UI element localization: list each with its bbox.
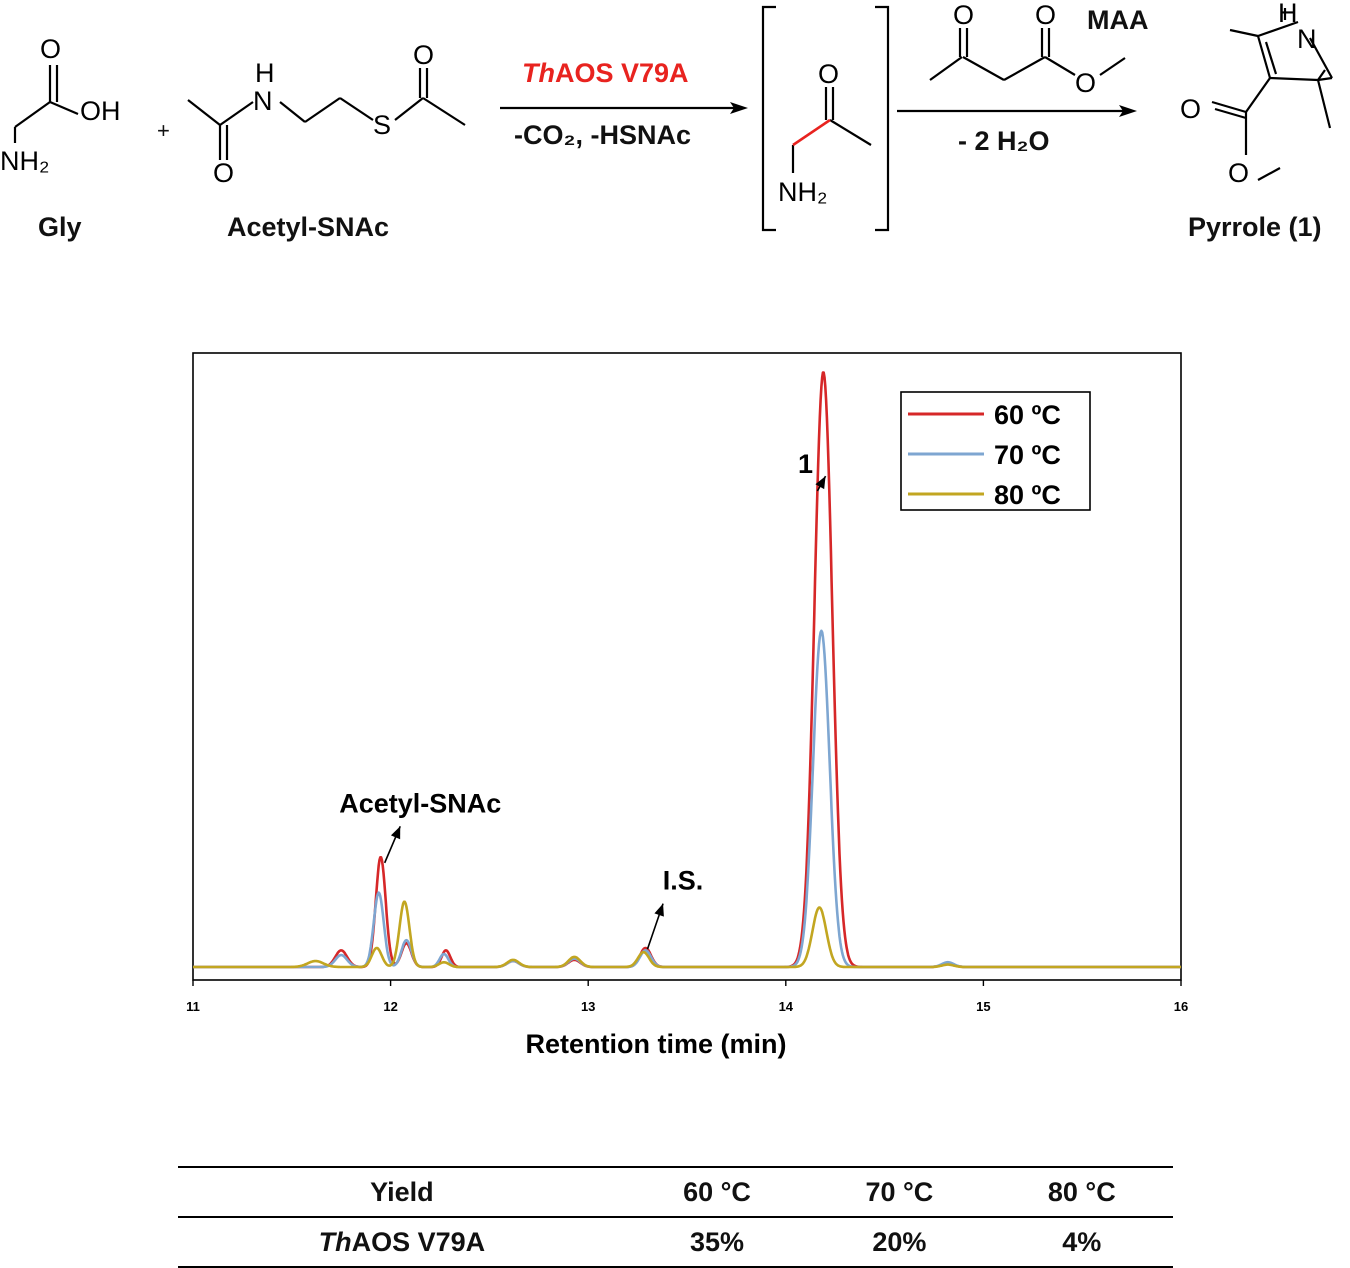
product-label: Pyrrole (1) [1188, 212, 1322, 242]
reaction-arrow-1 [500, 102, 748, 114]
header-80c: 80 °C [990, 1166, 1173, 1218]
x-tick-label: 11 [186, 999, 200, 1014]
pyrrole-o1-label: O [1180, 94, 1201, 124]
chromatogram-chart: 11 12 13 14 15 16 1 Acetyl-SNAc I.S. Retention … [186, 352, 1188, 1059]
x-tick-label: 13 [581, 999, 595, 1014]
annotation-peak-1-label: 1 [798, 449, 813, 479]
annotation-peak-1-arrowhead [815, 476, 826, 490]
plot-frame [192, 352, 1182, 981]
gly-oxygen-label: O [40, 34, 61, 64]
annotation-acetyl-snac-label: Acetyl-SNAc [339, 788, 501, 818]
pyrrole-h-label: H [1278, 0, 1298, 28]
x-tick-label: 14 [779, 999, 794, 1014]
step1-byproducts: -CO₂, -HSNAc [514, 120, 692, 150]
reagent-maa-label: MAA [1087, 5, 1149, 35]
legend-label: 60 ºC [994, 400, 1061, 430]
legend: 60 ºC 70 ºC 80 ºC [900, 391, 1091, 511]
intermediate-o-label: O [818, 59, 839, 89]
pyrrole-structure: H N O O [1180, 0, 1333, 188]
yield-60c: 35% [625, 1217, 809, 1268]
enzyme-italic: Th [522, 58, 555, 88]
snac-s-label: S [373, 110, 391, 140]
x-tick-label: 16 [1174, 999, 1188, 1014]
maa-o2-label: O [1035, 0, 1056, 30]
acetyl-snac-structure: H N O S O [187, 40, 466, 188]
annotation-internal-standard-arrowhead [654, 903, 664, 917]
row-label-rest: AOS V79A [351, 1226, 486, 1257]
yield-table: Yield 60 °C 70 °C 80 °C ThAOS V79A 35% 2… [178, 1166, 1173, 1268]
gly-amine-label: NH₂ [0, 146, 49, 176]
reactant-acetyl-snac-label: Acetyl-SNAc [227, 212, 390, 242]
maa-o1-label: O [953, 0, 974, 30]
glycine-structure: O OH NH₂ [0, 34, 121, 176]
annotations-group: 1 Acetyl-SNAc I.S. [339, 449, 827, 950]
annotation-internal-standard-label: I.S. [663, 866, 704, 896]
enzyme-rest: AOS V79A [555, 58, 689, 88]
row-label: ThAOS V79A [178, 1217, 626, 1268]
maa-o3-label: O [1075, 68, 1096, 98]
traces-group [192, 371, 1182, 969]
plus-sign: + [157, 118, 170, 143]
yield-70c: 20% [808, 1217, 991, 1268]
snac-n-label: N [253, 86, 273, 116]
table-row: ThAOS V79A 35% 20% 4% [178, 1217, 1173, 1268]
trace-80c [192, 900, 1182, 969]
x-axis: 11 12 13 14 15 16 [186, 980, 1188, 1014]
reaction-arrow-2 [897, 105, 1137, 117]
x-tick-label: 12 [383, 999, 397, 1014]
x-axis-title: Retention time (min) [526, 1029, 787, 1059]
row-label-italic: Th [318, 1226, 352, 1257]
legend-label: 80 ºC [994, 480, 1061, 510]
annotation-acetyl-snac-arrowhead [390, 826, 401, 840]
x-tick-label: 15 [976, 999, 990, 1014]
aminoacetone-intermediate: O NH₂ [761, 5, 890, 232]
maa-structure: O O O [929, 0, 1126, 98]
snac-o1-label: O [213, 158, 234, 188]
pyrrole-n-label: N [1297, 24, 1317, 54]
pyrrole-o2-label: O [1228, 158, 1249, 188]
header-60c: 60 °C [625, 1166, 809, 1218]
intermediate-nh2-label: NH₂ [778, 177, 827, 207]
yield-80c: 4% [990, 1217, 1173, 1268]
header-70c: 70 °C [808, 1166, 991, 1218]
snac-h-label: H [255, 58, 275, 88]
legend-box [900, 391, 1091, 511]
legend-label: 70 ºC [994, 440, 1061, 470]
gly-hydroxyl-label: OH [80, 96, 121, 126]
enzyme-label: ThAOS V79A [522, 58, 689, 89]
step2-byproducts: - 2 H₂O [958, 126, 1050, 156]
snac-o2-label: O [413, 40, 434, 70]
table-header-row: Yield 60 °C 70 °C 80 °C [178, 1166, 1173, 1218]
header-yield: Yield [178, 1166, 626, 1218]
reactant-gly-label: Gly [38, 212, 82, 242]
